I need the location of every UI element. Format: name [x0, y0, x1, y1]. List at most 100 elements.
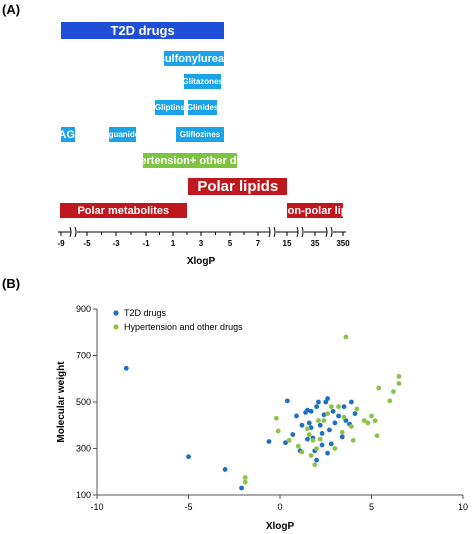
axis-break-gap [71, 227, 77, 237]
data-point-hypertension [325, 411, 330, 417]
x-tick-label: -5 [184, 502, 192, 512]
data-point-hypertension [391, 389, 396, 394]
data-point-t2d [303, 410, 309, 415]
legend-marker [113, 310, 119, 316]
data-point-t2d [314, 404, 319, 410]
data-point-t2d [325, 450, 330, 456]
data-point-t2d [341, 404, 347, 410]
axis-break-gap [298, 227, 304, 237]
data-point-t2d [305, 407, 310, 413]
range-bar-t2d-drugs: T2D drugs [61, 22, 225, 39]
data-point-hypertension [354, 406, 360, 412]
y-axis-title: Molecular weight [56, 361, 67, 443]
xlogp-tick-label: 5 [228, 239, 233, 248]
data-point-t2d [186, 454, 191, 460]
data-point-t2d [321, 412, 327, 418]
data-point-hypertension [242, 475, 248, 480]
data-point-hypertension [328, 404, 334, 410]
xlogp-tick-label: 35 [311, 239, 320, 248]
data-point-hypertension [336, 404, 341, 410]
range-bar-gliflozines: Gliflozines [175, 127, 225, 142]
axis-break-mark [69, 226, 77, 238]
range-bar-gliptins: Gliptins [155, 100, 185, 115]
range-bar-polar-lipids: Polar lipids [188, 178, 288, 195]
axis-break-mark [296, 226, 304, 238]
range-bar-non-polar-lipids: Non-polar lip. [287, 203, 343, 218]
xlogp-axis-title: XlogP [187, 256, 216, 267]
data-point-hypertension [365, 420, 371, 426]
data-point-t2d [290, 432, 296, 437]
y-tick-label: 900 [76, 304, 91, 314]
axis-break-gap [327, 227, 333, 237]
axis-break-gap [270, 227, 276, 237]
data-point-hypertension [396, 374, 402, 379]
data-point-t2d [319, 442, 325, 448]
xlogp-tick-label: 350 [336, 239, 350, 248]
data-point-t2d [330, 408, 336, 414]
data-point-t2d [283, 440, 288, 446]
data-point-t2d [343, 418, 349, 423]
data-point-hypertension [348, 424, 354, 429]
data-point-hypertension [374, 433, 380, 439]
axis-break-mark [325, 226, 333, 238]
xlogp-tick-label: 15 [283, 239, 292, 248]
data-point-t2d [305, 436, 310, 442]
data-point-hypertension [361, 418, 367, 423]
xlogp-tick-label: 3 [199, 239, 204, 248]
data-point-t2d [239, 485, 244, 491]
data-point-t2d [347, 421, 352, 427]
data-point-t2d [325, 396, 330, 401]
data-point-hypertension [316, 418, 321, 423]
range-bar-glitazones: Glitazones [184, 74, 222, 89]
data-point-t2d [310, 435, 316, 441]
data-point-hypertension [242, 479, 248, 485]
data-point-t2d [339, 434, 345, 440]
data-point-hypertension [305, 426, 310, 432]
panel-b-label: (B) [2, 276, 21, 291]
range-bar-agi: AGI [61, 127, 76, 142]
data-point-t2d [316, 399, 321, 405]
data-point-t2d [297, 448, 303, 454]
data-point-t2d [308, 425, 314, 430]
data-point-t2d [123, 365, 129, 371]
data-point-t2d [352, 411, 358, 417]
xlogp-tick-label: -9 [57, 239, 65, 248]
legend-label: T2D drugs [124, 308, 167, 318]
y-tick-label: 100 [76, 490, 91, 500]
panel-a-label: (A) [2, 2, 21, 17]
data-point-t2d [308, 408, 314, 414]
data-point-hypertension [376, 385, 382, 391]
data-point-hypertension [295, 443, 301, 449]
xlogp-tick-label: -5 [83, 239, 91, 248]
data-point-hypertension [387, 398, 393, 404]
data-point-hypertension [312, 462, 318, 468]
data-point-hypertension [339, 429, 345, 435]
data-point-hypertension [369, 413, 374, 419]
data-point-hypertension [341, 414, 347, 420]
range-bar-hypertension: Hypertension+ other drugs [143, 153, 237, 168]
range-bar-polar-metabolites: Polar metabolites [59, 203, 187, 218]
data-point-hypertension [308, 453, 314, 458]
data-point-hypertension [286, 437, 292, 443]
data-point-t2d [299, 422, 305, 428]
data-point-hypertension [317, 436, 323, 442]
data-point-hypertension [310, 437, 316, 443]
data-point-t2d [336, 413, 341, 419]
data-point-t2d [317, 422, 323, 428]
data-point-hypertension [273, 415, 279, 421]
data-point-hypertension [314, 446, 319, 451]
data-point-hypertension [306, 432, 312, 437]
y-tick-label: 500 [76, 397, 91, 407]
data-point-t2d [327, 427, 332, 433]
data-point-hypertension [321, 418, 327, 423]
range-bar-glinides: Glinides [188, 100, 217, 115]
data-point-hypertension [332, 446, 338, 451]
data-point-t2d [348, 399, 354, 405]
x-tick-label: -10 [90, 502, 103, 512]
xlogp-tick-label: 7 [256, 239, 261, 248]
data-point-t2d [323, 399, 329, 405]
xlogp-tick-label: 1 [171, 239, 176, 248]
data-point-hypertension [275, 428, 281, 434]
